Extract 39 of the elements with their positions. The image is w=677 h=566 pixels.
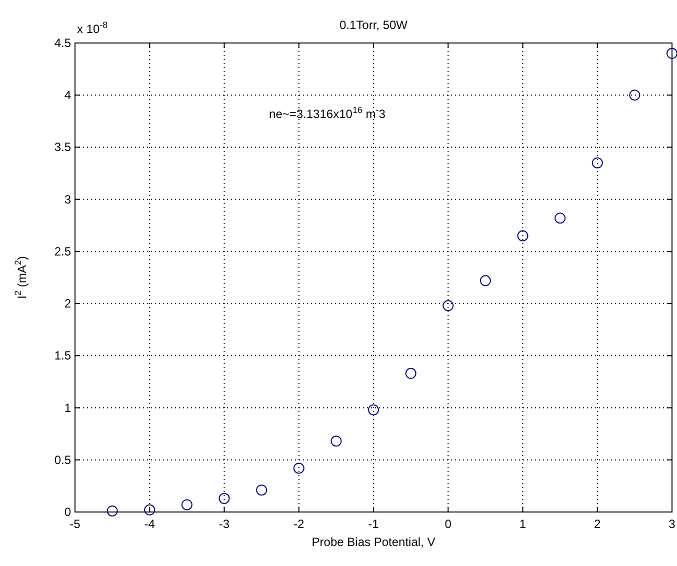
- point: [554, 212, 566, 224]
- text: x 10$^{-8}$: [77, 20, 108, 36]
- y-tick-label: 4: [64, 88, 72, 102]
- point: [293, 462, 304, 474]
- x-tick-label: 0: [444, 517, 452, 531]
- point: [405, 368, 416, 379]
- point: [592, 157, 603, 168]
- y-tick-label: 2.5: [54, 244, 72, 258]
- x-tick-label: -2: [294, 517, 305, 531]
- x-tick-label: -1: [368, 517, 380, 531]
- x-tick-label: 1: [519, 517, 526, 531]
- x-tick-label: -3: [218, 517, 230, 531]
- annotation: ne~=3.1316x10$^{16}$ m$^{-}$3: [269, 105, 386, 122]
- point: [256, 484, 268, 496]
- y-tick-label: 4.5: [54, 36, 72, 50]
- y-tick-label: 1: [64, 400, 72, 415]
- y-tick-label: 3: [64, 192, 72, 206]
- y-tick-label: 2: [64, 296, 72, 311]
- y-tick-label: 0.5: [54, 452, 72, 467]
- chart-title: 0.1Torr, 50W: [339, 18, 408, 32]
- point: [106, 505, 118, 516]
- y-tick-label: 1.5: [54, 348, 72, 363]
- y-tick-label: 0: [64, 505, 72, 519]
- x-axis-title: Probe Bias Potential, V: [312, 535, 436, 549]
- point: [181, 499, 192, 510]
- x-tick-label: -5: [70, 517, 81, 531]
- point: [144, 504, 156, 516]
- x-tick-label: 3: [668, 517, 676, 531]
- point: [480, 275, 491, 286]
- x-tick-label: 2: [594, 517, 602, 531]
- point: [517, 230, 528, 242]
- x-tick-label: -4: [144, 517, 156, 531]
- point: [442, 300, 454, 312]
- point: [330, 436, 342, 447]
- point: [218, 492, 230, 504]
- point: [368, 404, 379, 416]
- point: [666, 48, 677, 59]
- y-tick-label: 3.5: [54, 140, 72, 154]
- point: [629, 90, 640, 101]
